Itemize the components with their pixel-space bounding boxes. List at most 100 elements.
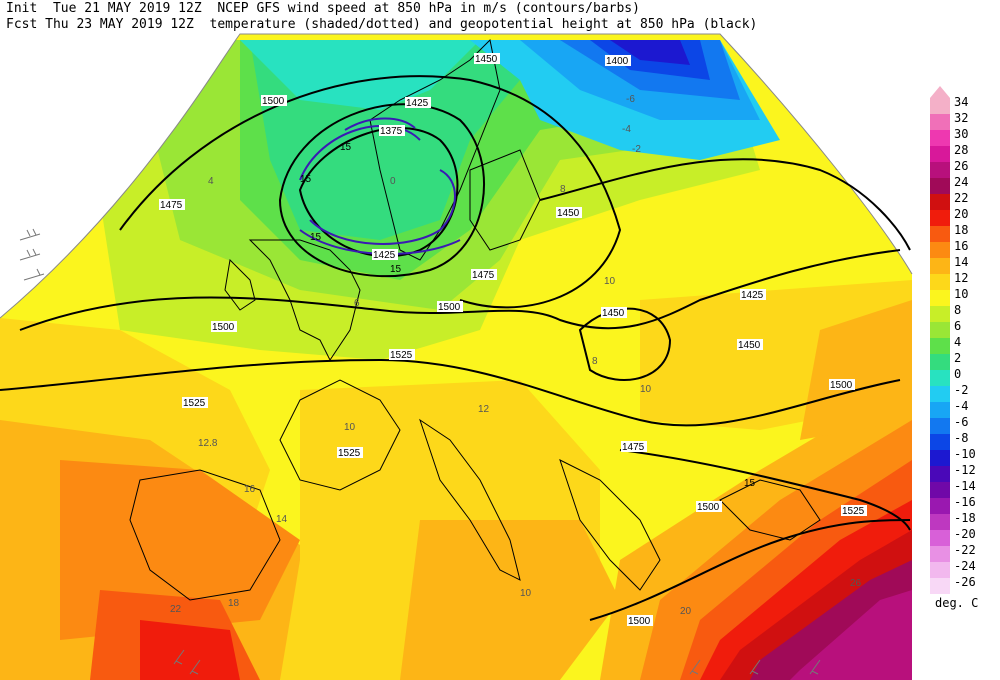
temp-label: 18	[228, 598, 240, 609]
height-label: 1400	[606, 56, 629, 67]
colorbar-label: 22	[954, 191, 969, 205]
colorbar-swatch	[930, 578, 950, 594]
colorbar-swatch	[930, 178, 950, 194]
temp-label: 6	[354, 298, 360, 309]
colorbar-swatch	[930, 162, 950, 178]
colorbar-label: -4	[954, 399, 969, 413]
colorbar-swatch	[930, 434, 950, 450]
wind-label: 15	[300, 174, 312, 185]
colorbar-label: 24	[954, 175, 969, 189]
temp-label: 8	[560, 184, 566, 195]
temp-label: 10	[640, 384, 652, 395]
colorbar-swatch	[930, 258, 950, 274]
colorbar-label: 32	[954, 111, 969, 125]
colorbar-label: -16	[954, 495, 976, 509]
colorbar-swatch	[930, 354, 950, 370]
height-label: 1475	[622, 442, 645, 453]
height-label: 1450	[557, 208, 580, 219]
colorbar-arrow	[930, 86, 950, 98]
colorbar-label: -8	[954, 431, 969, 445]
colorbar-swatch	[930, 114, 950, 130]
colorbar-label: 16	[954, 239, 969, 253]
colorbar-label: -14	[954, 479, 976, 493]
height-label: 1500	[262, 96, 285, 107]
colorbar-label: -10	[954, 447, 976, 461]
temp-label: 16	[244, 484, 256, 495]
colorbar-swatch	[930, 418, 950, 434]
height-label: 1525	[183, 398, 206, 409]
colorbar-swatch	[930, 194, 950, 210]
colorbar-label: 2	[954, 351, 962, 365]
temp-label: 10	[604, 276, 616, 287]
colorbar-label: 14	[954, 255, 969, 269]
wind-label: 15	[744, 478, 756, 489]
colorbar-swatch	[930, 466, 950, 482]
temp-label: 12	[478, 404, 490, 415]
colorbar-swatch	[930, 514, 950, 530]
colorbar-swatch	[930, 226, 950, 242]
colorbar-label: 20	[954, 207, 969, 221]
temp-label-group: -4 -6 -2 0 4 8 10 12 14 16 18 20 22 26 1…	[170, 94, 862, 617]
colorbar-swatch	[930, 98, 950, 114]
temp-label: 14	[276, 514, 288, 525]
colorbar-swatch	[930, 306, 950, 322]
colorbar-label: 4	[954, 335, 962, 349]
wind-barbs	[19, 228, 821, 675]
colorbar-swatch	[930, 242, 950, 258]
colorbar-swatch	[930, 450, 950, 466]
colorbar-swatch	[930, 402, 950, 418]
colorbar-swatch	[930, 562, 950, 578]
temp-label: 22	[170, 604, 182, 615]
header-init-line: Init Tue 21 MAY 2019 12Z NCEP GFS wind s…	[6, 1, 640, 16]
coastlines	[129, 38, 821, 601]
colorbar-swatch	[930, 146, 950, 162]
colorbar-label: -22	[954, 543, 976, 557]
colorbar-swatch	[930, 338, 950, 354]
temp-label: 26	[850, 578, 862, 589]
height-label: 1425	[741, 290, 764, 301]
colorbar-units: deg. C	[935, 596, 979, 610]
colorbar-swatch	[930, 130, 950, 146]
temp-label: 0	[390, 176, 396, 187]
height-label: 1525	[842, 506, 865, 517]
temp-label: -4	[622, 124, 631, 135]
height-label: 1500	[628, 616, 651, 627]
colorbar-label: -6	[954, 415, 969, 429]
wind-label: 15	[340, 142, 352, 153]
height-label: 1525	[338, 448, 361, 459]
height-label: 1375	[380, 126, 403, 137]
height-label: 1475	[472, 270, 495, 281]
temp-label: 4	[208, 176, 214, 187]
height-label: 1450	[475, 54, 498, 65]
height-label: 1525	[390, 350, 413, 361]
colorbar-label: 8	[954, 303, 962, 317]
colorbar-swatch	[930, 482, 950, 498]
height-label: 1425	[406, 98, 429, 109]
colorbar-label: 28	[954, 143, 969, 157]
colorbar-label: 34	[954, 95, 969, 109]
temp-label: 8	[592, 356, 598, 367]
colorbar-swatch	[930, 386, 950, 402]
colorbar-swatch	[930, 274, 950, 290]
height-contours	[0, 75, 911, 621]
wind-label: 15	[390, 264, 402, 275]
colorbar-label: 0	[954, 367, 962, 381]
height-label: 1500	[212, 322, 235, 333]
temp-label: -6	[626, 94, 635, 105]
temp-label: 20	[680, 606, 692, 617]
colorbar-swatch	[930, 210, 950, 226]
colorbar-swatch	[930, 370, 950, 386]
colorbar-label: -26	[954, 575, 976, 589]
colorbar-label: 10	[954, 287, 969, 301]
colorbar-label: -2	[954, 383, 969, 397]
temp-label: -2	[632, 144, 641, 155]
wind-label: 15	[310, 232, 322, 243]
height-label: 1450	[738, 340, 761, 351]
colorbar-label: 30	[954, 127, 969, 141]
domain-outline	[0, 33, 913, 319]
temp-label: 12.8	[198, 438, 218, 449]
height-label: 1475	[160, 200, 183, 211]
colorbar-label: -24	[954, 559, 976, 573]
